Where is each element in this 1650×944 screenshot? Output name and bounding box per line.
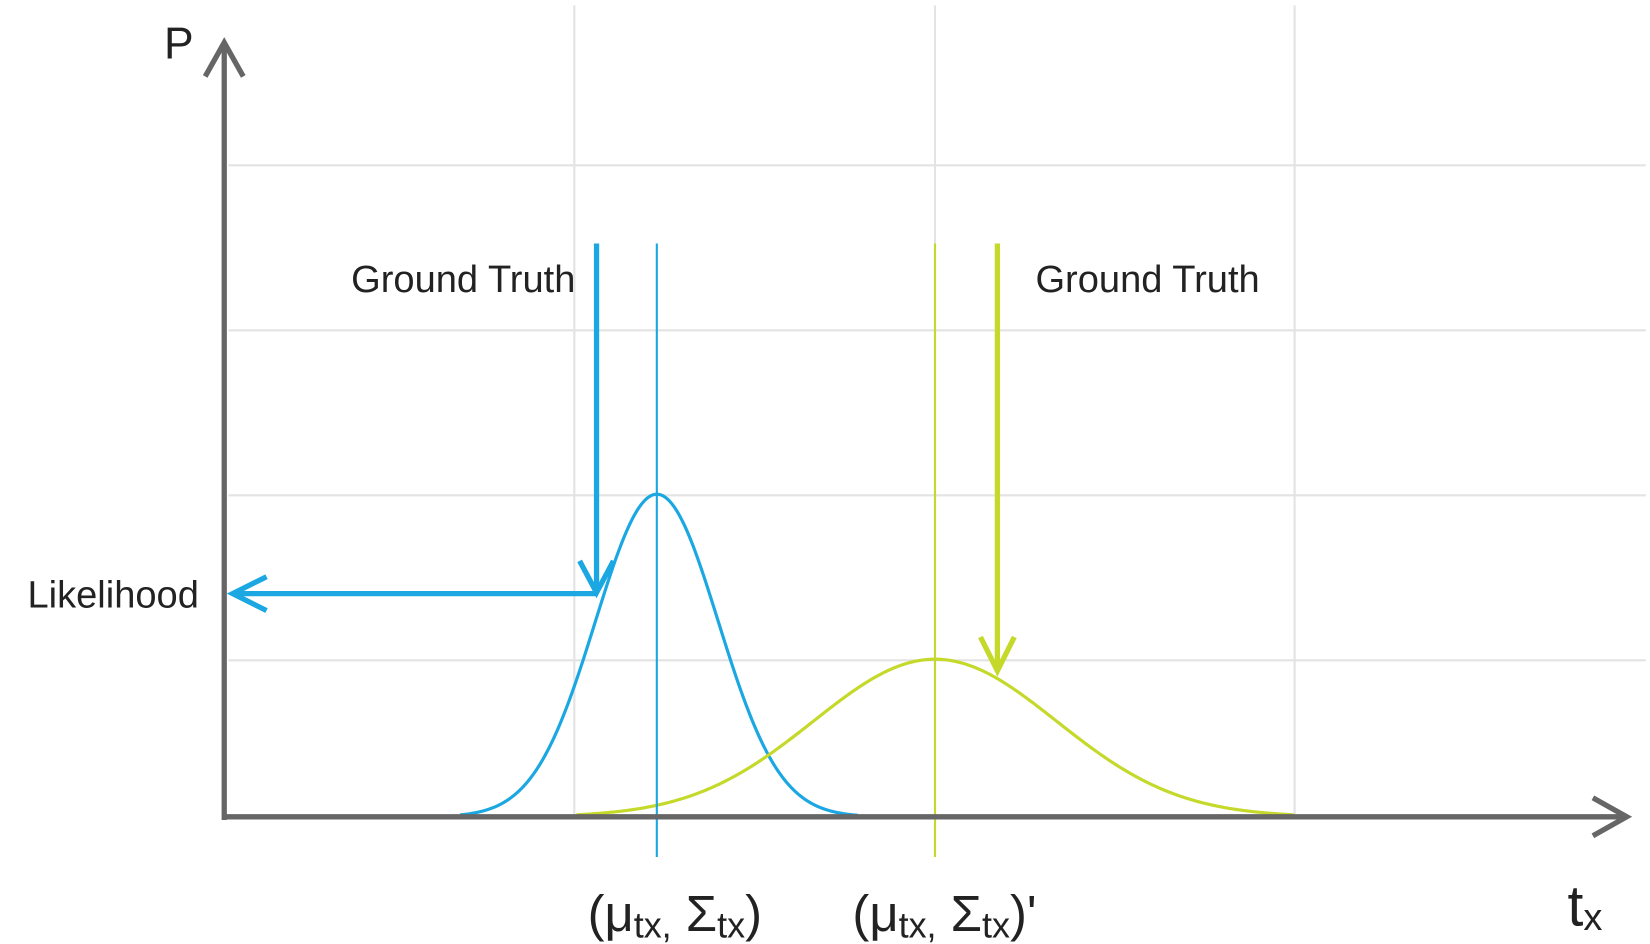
likelihood-arrows (226, 243, 616, 613)
param-part: ) (745, 885, 762, 942)
x-arrowhead (1591, 795, 1633, 839)
grid (228, 5, 1646, 817)
param-label: (μtx, Σtx)' (852, 885, 1036, 944)
annotation: Ground Truth (1035, 259, 1259, 301)
gt-arrow-green-group (978, 243, 1017, 677)
param-part: )' (1010, 885, 1037, 942)
param-part: tx (717, 904, 745, 944)
arrowhead (226, 574, 268, 613)
param-part: tx, (899, 904, 937, 944)
param-part: (μ (852, 885, 898, 942)
y-axis-label: P (164, 19, 194, 68)
arrowhead (978, 635, 1017, 677)
param-part: tx (982, 904, 1010, 944)
axes (202, 37, 1633, 839)
annotation: Ground Truth (351, 259, 575, 301)
x-label-sub: x (1583, 897, 1602, 939)
param-part: (μ (588, 885, 634, 942)
y-arrowhead (202, 37, 246, 78)
param-part: tx, (634, 904, 672, 944)
param-labels: (μtx, Σtx) (μtx, Σtx)' (588, 885, 1037, 944)
blue-gaussian (459, 492, 858, 817)
x-label-base: t (1568, 875, 1584, 939)
param-label: (μtx, Σtx) (588, 885, 762, 944)
annotation: Likelihood (27, 574, 198, 616)
param-part: Σ (672, 885, 717, 942)
param-part: Σ (937, 885, 982, 942)
x-axis-label: tx (1568, 875, 1603, 939)
